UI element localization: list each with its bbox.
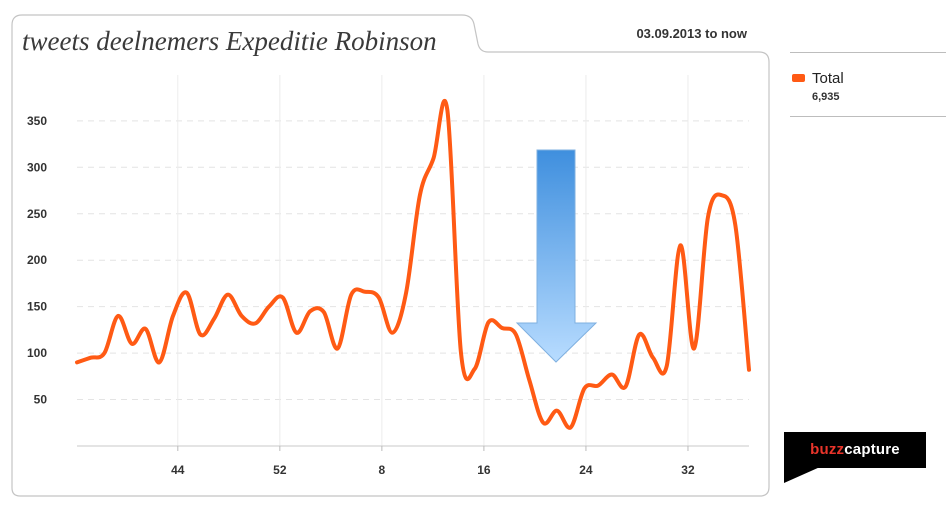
y-tick-label: 100	[27, 346, 47, 360]
y-tick-label: 200	[27, 253, 47, 267]
logo-text: buzzcapture	[810, 441, 900, 458]
x-tick-label: 32	[681, 463, 695, 477]
legend-total-count: 6,935	[812, 91, 840, 103]
chart-title: tweets deelnemers Expeditie Robinson	[22, 26, 437, 56]
x-tick-label: 24	[579, 463, 593, 477]
date-range: 03.09.2013 to now	[636, 26, 747, 41]
series-line-total	[75, 98, 751, 430]
x-tick-label: 16	[477, 463, 491, 477]
legend-label-total[interactable]: Total	[812, 70, 844, 87]
y-tick-label: 250	[27, 207, 47, 221]
buzzcapture-logo[interactable]: buzzcapture	[784, 432, 926, 468]
legend-swatch-total	[792, 74, 805, 82]
y-axis: 50 100 150 200 250 300 350	[27, 114, 47, 407]
down-arrow-annotation	[515, 149, 598, 363]
x-axis: 44 52 8 16 24 32	[171, 446, 695, 477]
logo-speech-tail	[784, 467, 820, 483]
legend: Total 6,935	[790, 52, 946, 117]
x-tick-label: 8	[379, 463, 386, 477]
x-tick-label: 52	[273, 463, 287, 477]
y-tick-label: 350	[27, 114, 47, 128]
chart-frame	[11, 14, 770, 497]
x-tick-label: 44	[171, 463, 185, 477]
y-tick-label: 300	[27, 160, 47, 174]
y-tick-label: 150	[27, 300, 47, 314]
grid	[77, 75, 749, 446]
y-tick-label: 50	[34, 393, 48, 407]
